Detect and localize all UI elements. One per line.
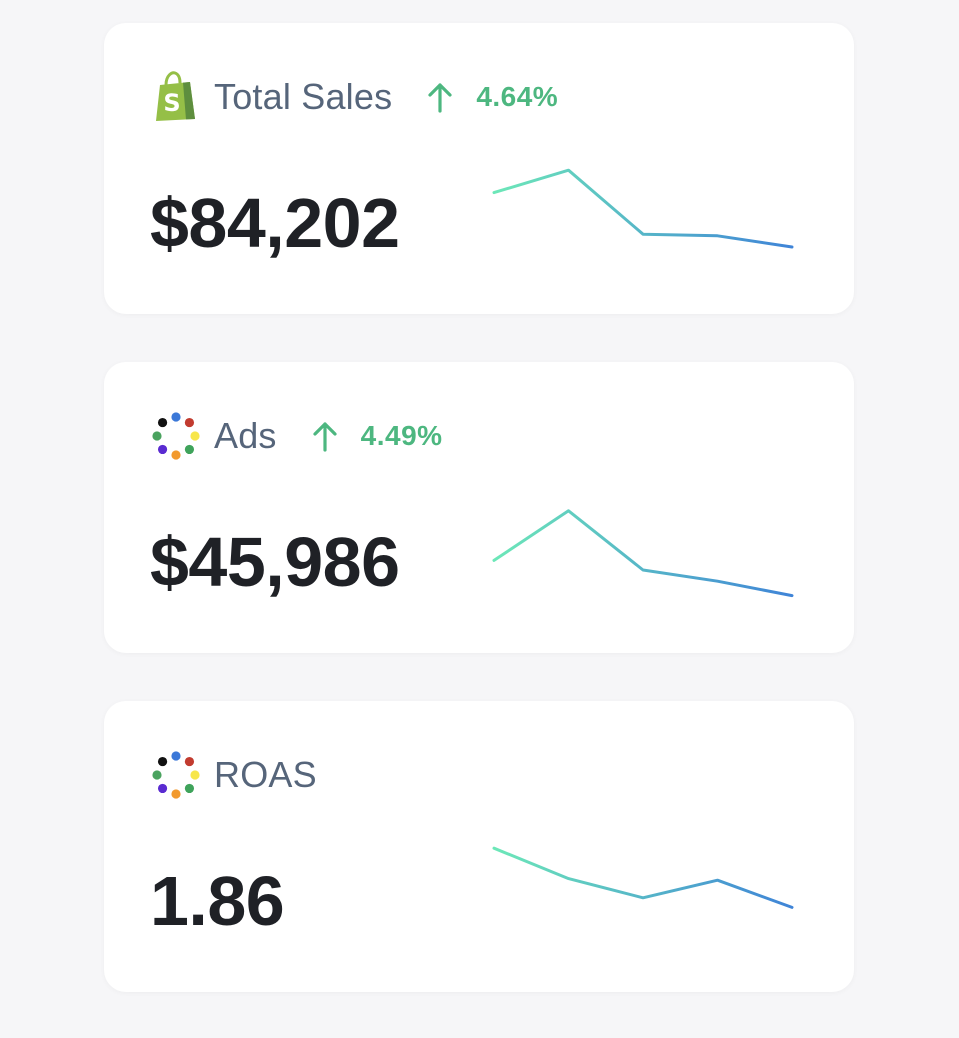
logo-dot — [152, 770, 162, 780]
logo-dot — [171, 450, 181, 460]
sparkline — [492, 509, 794, 598]
metric-value: $84,202 — [150, 184, 400, 262]
logo-dot — [171, 789, 181, 799]
logo-dot — [190, 431, 200, 441]
sparkline — [492, 846, 794, 909]
svg-text:S: S — [163, 89, 180, 117]
total-sales-card[interactable]: S Total Sales 4.64% $84,202 — [104, 23, 854, 314]
arrow-up-icon — [428, 83, 452, 113]
card-title: Ads — [214, 415, 277, 456]
card-header: Ads 4.49% — [150, 410, 443, 462]
roas-card[interactable]: ROAS 1.86 — [104, 701, 854, 992]
logo-dot — [184, 444, 195, 455]
arrow-up-icon — [313, 422, 337, 452]
card-header: S Total Sales 4.64% — [150, 71, 558, 123]
dots-ring-icon — [150, 749, 202, 801]
logo-dot — [157, 444, 168, 455]
card-title: Total Sales — [214, 76, 393, 117]
logo-dot — [184, 756, 195, 767]
logo-dot — [171, 751, 181, 761]
change-percent: 4.64% — [476, 81, 559, 112]
logo-dot — [152, 431, 162, 441]
logo-dot — [190, 770, 200, 780]
sparkline-path — [492, 509, 794, 598]
logo-dot — [157, 756, 168, 767]
logo-dot — [171, 412, 181, 422]
change-indicator: 4.49% — [311, 420, 443, 452]
card-header: ROAS — [150, 749, 317, 801]
sparkline-path — [492, 846, 794, 909]
change-percent: 4.49% — [360, 420, 443, 451]
sparkline — [492, 168, 794, 249]
logo-dot — [184, 783, 195, 794]
sparkline-path — [492, 168, 794, 249]
card-title: ROAS — [214, 754, 317, 795]
logo-dot — [157, 417, 168, 428]
metric-value: $45,986 — [150, 523, 400, 601]
ads-card[interactable]: Ads 4.49% $45,986 — [104, 362, 854, 653]
logo-dot — [184, 417, 195, 428]
logo-dot — [157, 783, 168, 794]
dots-ring-icon — [150, 410, 202, 462]
change-indicator: 4.64% — [426, 81, 558, 113]
shopify-bag-icon: S — [150, 71, 202, 123]
metric-value: 1.86 — [150, 862, 285, 940]
